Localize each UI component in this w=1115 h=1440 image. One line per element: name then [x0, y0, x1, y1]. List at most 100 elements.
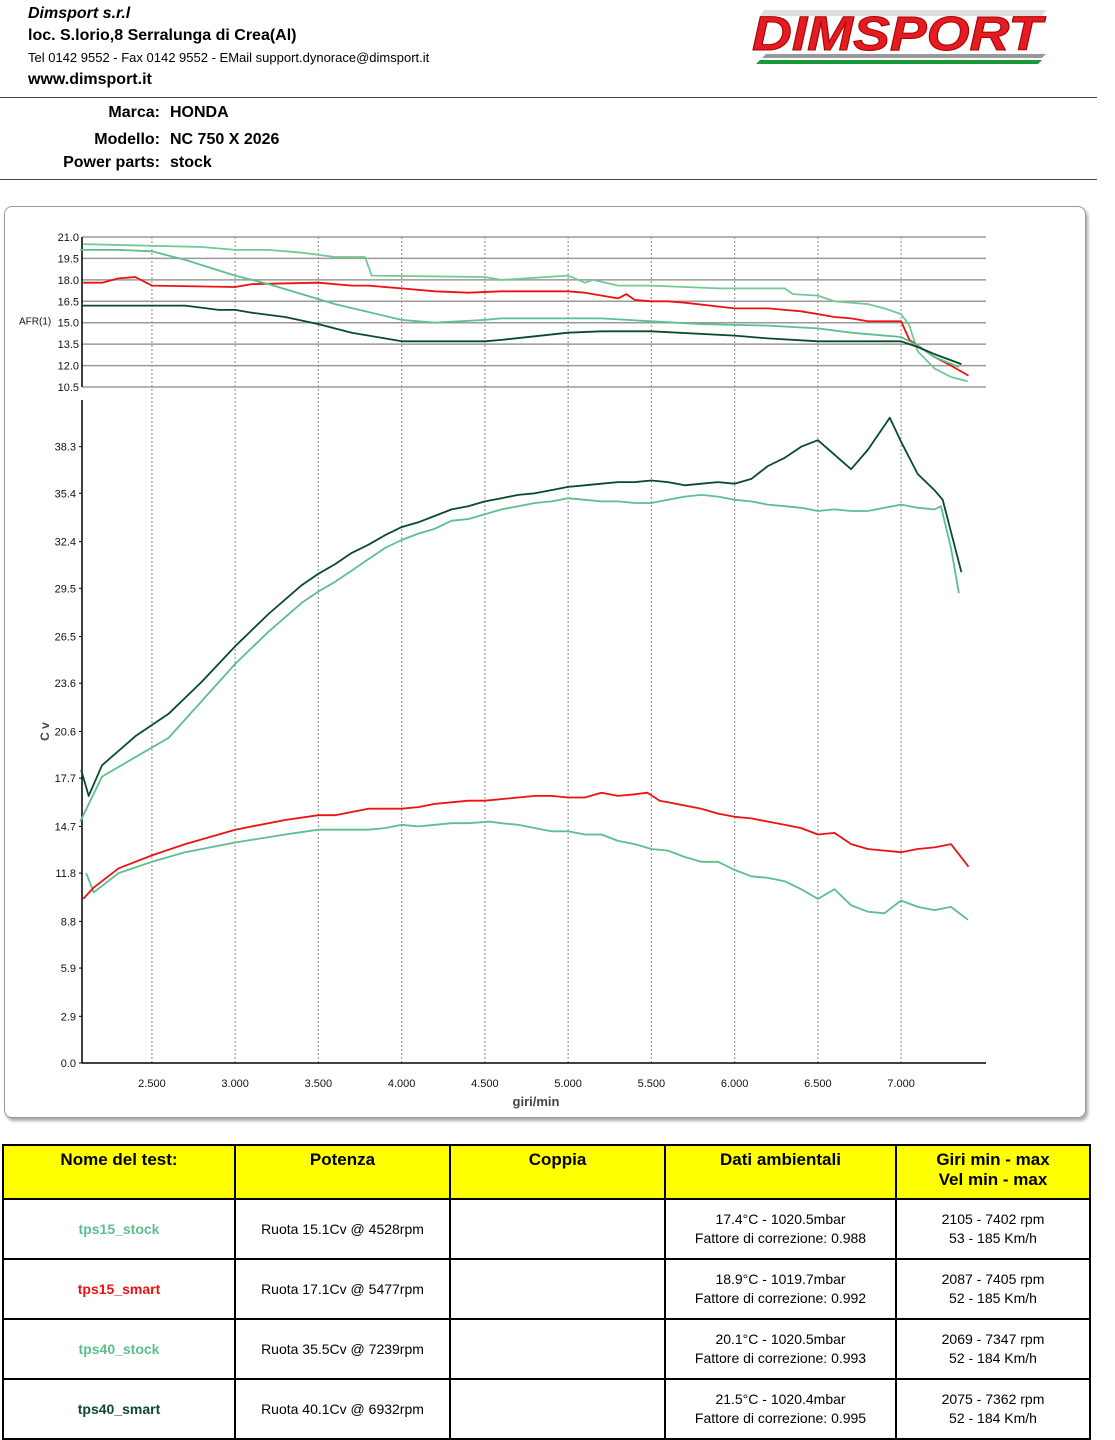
afr-tick-label: 16.5 [58, 296, 79, 308]
power-axis-label: C v [38, 722, 52, 741]
afr-line-smart_dark [81, 304, 962, 365]
table-row: tps15_smart Ruota 17.1Cv @ 5477rpm 18.9°… [2, 1258, 1091, 1320]
afr-tick-label: 21.0 [58, 232, 79, 244]
header-power: Potenza [234, 1144, 451, 1200]
row-range: 2105 - 7402 rpm 53 - 185 Km/h [895, 1198, 1091, 1260]
row-env-conditions: 17.4°C - 1020.5mbar [715, 1211, 846, 1227]
row-rpm-range: 2069 - 7347 rpm [941, 1331, 1045, 1347]
power-tick-label: 32.4 [55, 537, 76, 549]
x-tick-label: 3.500 [305, 1078, 333, 1090]
power-tick-label: 8.8 [61, 916, 76, 928]
row-env: 18.9°C - 1019.7mbar Fattore di correzione… [664, 1258, 897, 1320]
x-tick-label: 5.000 [554, 1078, 582, 1090]
x-tick-label: 4.000 [388, 1078, 416, 1090]
row-range: 2075 - 7362 rpm 52 - 184 Km/h [895, 1378, 1091, 1440]
power-tick-label: 2.9 [61, 1011, 76, 1023]
afr-line-afr_light [83, 243, 968, 383]
power-tick-label: 17.7 [55, 773, 76, 785]
company-website[interactable]: www.dimsport.it [28, 71, 152, 88]
row-env-correction: Fattore di correzione: 0.995 [694, 1410, 867, 1426]
power-tick-label: 14.7 [55, 821, 76, 833]
row-power: Ruota 40.1Cv @ 6932rpm [234, 1378, 451, 1440]
power-line-tps40_stock [79, 493, 960, 822]
power-tick-label: 20.6 [55, 727, 76, 739]
x-tick-label: 5.500 [638, 1078, 666, 1090]
row-env: 17.4°C - 1020.5mbar Fattore di correzione… [664, 1198, 897, 1260]
row-env-conditions: 20.1°C - 1020.5mbar [715, 1331, 846, 1347]
afr-tick-label: 15.0 [58, 318, 79, 330]
company-contacts: Tel 0142 9552 - Fax 0142 9552 - EMail su… [28, 50, 430, 65]
row-range: 2069 - 7347 rpm 52 - 184 Km/h [895, 1318, 1091, 1380]
row-env: 21.5°C - 1020.4mbar Fattore di correzione… [664, 1378, 897, 1440]
power-tick-label: 11.8 [55, 868, 76, 880]
header-range-speed: Vel min - max [938, 1170, 1048, 1189]
row-speed-range: 53 - 185 Km/h [949, 1230, 1037, 1246]
dyno-chart: 2.500 3.000 3.500 4.000 4.500 5.000 5.500 6.000… [19, 232, 986, 1109]
afr-tick-label: 19.5 [58, 253, 79, 265]
power-tick-label: 26.5 [55, 632, 76, 644]
x-tick-label: 6.500 [804, 1078, 832, 1090]
row-rpm-range: 2075 - 7362 rpm [941, 1391, 1045, 1407]
afr-tick-label: 13.5 [58, 339, 79, 351]
row-speed-range: 52 - 184 Km/h [949, 1410, 1037, 1426]
power-tick-label: 5.9 [61, 963, 76, 975]
afr-tick-label: 10.5 [58, 382, 79, 394]
row-env-conditions: 18.9°C - 1019.7mbar [715, 1271, 846, 1287]
row-rpm-range: 2087 - 7405 rpm [941, 1271, 1045, 1287]
dyno-chart-panel: 2.500 3.000 3.500 4.000 4.500 5.000 5.500 6.000… [4, 206, 1086, 1118]
x-tick-label: 7.000 [887, 1078, 915, 1090]
brand-value: HONDA [170, 104, 229, 121]
row-torque [449, 1198, 666, 1260]
power-tick-label: 0.0 [61, 1058, 76, 1070]
row-env-conditions: 21.5°C - 1020.4mbar [715, 1391, 846, 1407]
results-header-row: Nome del test: Potenza Coppia Dati ambie… [2, 1144, 1091, 1200]
parts-value: stock [170, 154, 212, 171]
power-line-tps15_smart [82, 791, 970, 900]
row-rpm-range: 2105 - 7402 rpm [941, 1211, 1045, 1227]
power-line-tps40_smart [80, 416, 963, 797]
row-env-correction: Fattore di correzione: 0.992 [694, 1290, 867, 1306]
info-divider [0, 179, 1097, 180]
row-range: 2087 - 7405 rpm 52 - 185 Km/h [895, 1258, 1091, 1320]
parts-label: Power parts: [63, 154, 160, 171]
afr-line-stock [80, 249, 960, 368]
svg-text:DIMSPORT: DIMSPORT [752, 8, 1046, 61]
results-table: Nome del test: Potenza Coppia Dati ambie… [2, 1144, 1091, 1440]
x-axis-label: giri/min [513, 1094, 560, 1109]
header-range: Giri min - max Vel min - max [895, 1144, 1091, 1200]
model-value: NC 750 X 2026 [170, 131, 280, 148]
company-address: loc. S.lorio,8 Serralunga di Crea(Al) [28, 27, 297, 44]
row-power: Ruota 17.1Cv @ 5477rpm [234, 1258, 451, 1320]
row-speed-range: 52 - 185 Km/h [949, 1290, 1037, 1306]
row-env-correction: Fattore di correzione: 0.993 [694, 1350, 867, 1366]
row-power: Ruota 15.1Cv @ 4528rpm [234, 1198, 451, 1260]
row-test-name: tps15_stock [2, 1198, 236, 1260]
header-divider [0, 97, 1097, 98]
row-torque [449, 1318, 666, 1380]
table-row: tps40_stock Ruota 35.5Cv @ 7239rpm 20.1°… [2, 1318, 1091, 1380]
table-row: tps15_stock Ruota 15.1Cv @ 4528rpm 17.4°… [2, 1198, 1091, 1260]
header-range-rpm: Giri min - max [936, 1150, 1050, 1169]
row-torque [449, 1258, 666, 1320]
row-torque [449, 1378, 666, 1440]
x-tick-label: 6.000 [721, 1078, 749, 1090]
row-test-name: tps15_smart [2, 1258, 236, 1320]
x-tick-label: 3.000 [221, 1078, 249, 1090]
row-env-correction: Fattore di correzione: 0.988 [694, 1230, 867, 1246]
model-label: Modello: [94, 131, 160, 148]
brand-label: Marca: [108, 104, 160, 121]
report-header: Dimsport s.r.l loc. S.lorio,8 Serralunga… [0, 0, 1115, 100]
afr-tick-label: 18.0 [58, 275, 79, 287]
x-tick-label: 2.500 [138, 1078, 166, 1090]
afr-tick-label: 12.0 [58, 361, 79, 373]
row-power: Ruota 35.5Cv @ 7239rpm [234, 1318, 451, 1380]
row-test-name: tps40_smart [2, 1378, 236, 1440]
header-env: Dati ambientali [664, 1144, 897, 1200]
afr-line-smart_red [83, 276, 969, 377]
power-tick-label: 38.3 [55, 442, 76, 454]
row-test-name: tps40_stock [2, 1318, 236, 1380]
dimsport-logo: DIMSPORT [752, 8, 1047, 64]
afr-axis-label: AFR(1) [19, 316, 51, 327]
header-test-name: Nome del test: [2, 1144, 236, 1200]
table-row: tps40_smart Ruota 40.1Cv @ 6932rpm 21.5°… [2, 1378, 1091, 1440]
